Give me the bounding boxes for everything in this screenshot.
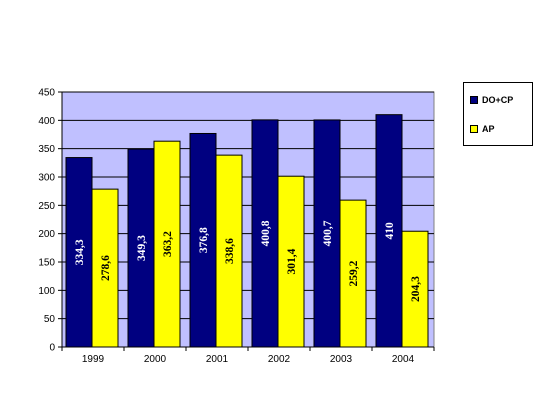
x-tick-label: 1999 — [82, 354, 105, 365]
y-tick-label: 0 — [49, 343, 55, 354]
legend-label-do-cp: DO+CP — [482, 95, 514, 105]
y-tick-label: 300 — [38, 173, 55, 184]
legend: DO+CP AP — [463, 82, 533, 146]
data-label: 259,2 — [348, 260, 360, 286]
y-tick-label: 250 — [38, 201, 55, 212]
y-tick-label: 400 — [38, 116, 55, 127]
y-tick-label: 50 — [44, 314, 56, 325]
data-label: 410 — [384, 222, 396, 240]
data-label: 349,3 — [136, 235, 148, 261]
plot-area — [61, 91, 435, 348]
data-label: 301,4 — [286, 248, 298, 274]
x-tick-label: 2003 — [330, 354, 353, 365]
x-tick-label: 2004 — [392, 354, 415, 365]
data-labels: 334,3 278,6 349,3 363,2 376,8 338,6 400,8 301,4… — [74, 220, 422, 302]
axes: 0 50 100 150 200 250 300 350 400 450 1999 2000 2001 2… — [38, 88, 435, 365]
gridlines — [62, 91, 434, 320]
legend-swatch-do-cp — [470, 96, 478, 104]
y-tick-label: 100 — [38, 286, 55, 297]
data-label: 204,3 — [410, 276, 422, 302]
bar-ap-2001 — [215, 154, 243, 348]
legend-swatch-ap — [470, 125, 478, 133]
x-tick-label: 2000 — [144, 354, 167, 365]
y-tick-label: 350 — [38, 144, 55, 155]
x-tick-label: 2002 — [268, 354, 291, 365]
bar-do-cp-2001 — [189, 132, 217, 348]
data-label: 363,2 — [162, 231, 174, 257]
bar-ap-2003 — [339, 199, 367, 348]
bar-do-cp-2002 — [251, 119, 279, 348]
bars — [65, 114, 429, 348]
data-label: 278,6 — [100, 255, 112, 281]
data-label: 376,8 — [198, 227, 210, 253]
data-label: 334,3 — [74, 239, 86, 265]
x-tick-label: 2001 — [206, 354, 229, 365]
data-label: 400,7 — [322, 220, 334, 246]
y-tick-label: 450 — [38, 88, 55, 99]
data-label: 338,6 — [224, 238, 236, 264]
legend-item-ap: AP — [470, 124, 495, 134]
data-label: 400,8 — [260, 220, 272, 246]
bar-ap-2004 — [401, 230, 429, 348]
y-tick-label: 200 — [38, 229, 55, 240]
y-tick-label: 150 — [38, 258, 55, 269]
legend-label-ap: AP — [482, 124, 495, 134]
legend-item-do-cp: DO+CP — [470, 95, 513, 105]
bar-ap-2002 — [277, 175, 305, 348]
